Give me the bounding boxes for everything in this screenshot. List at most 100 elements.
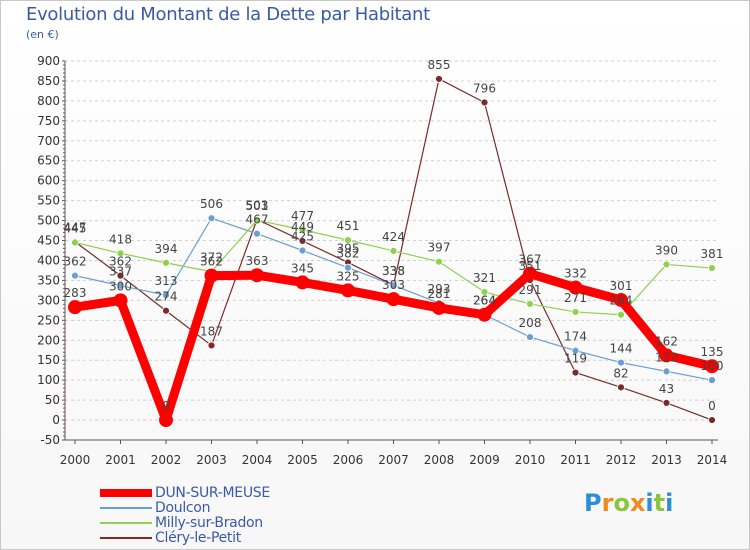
data-label: 332 bbox=[564, 267, 587, 281]
data-point bbox=[253, 216, 261, 225]
data-point bbox=[389, 246, 398, 255]
x-tick-label: 2006 bbox=[333, 453, 364, 467]
data-point bbox=[662, 398, 671, 407]
x-tick-label: 2012 bbox=[606, 453, 637, 467]
y-tick-label: 100 bbox=[37, 373, 60, 387]
data-label: 293 bbox=[428, 282, 451, 296]
data-label: 162 bbox=[655, 334, 678, 348]
data-point bbox=[344, 236, 352, 245]
y-tick-label: 500 bbox=[37, 214, 60, 228]
data-label: 337 bbox=[109, 265, 132, 279]
data-label: 100 bbox=[701, 359, 724, 373]
data-label: 362 bbox=[64, 255, 87, 269]
data-point bbox=[341, 283, 355, 298]
data-point bbox=[207, 214, 216, 223]
x-tick-label: 2001 bbox=[105, 453, 136, 467]
data-label: 449 bbox=[291, 220, 314, 234]
data-point bbox=[617, 310, 625, 319]
legend-swatch bbox=[100, 522, 152, 524]
data-label: 382 bbox=[337, 247, 360, 261]
chart-subtitle: (en €) bbox=[26, 28, 59, 41]
data-label: 187 bbox=[200, 324, 223, 338]
y-tick-label: 300 bbox=[37, 293, 60, 307]
y-tick-label: 750 bbox=[37, 114, 60, 128]
x-tick-label: 2002 bbox=[151, 453, 182, 467]
y-tick-label: 800 bbox=[37, 94, 60, 108]
data-point bbox=[708, 264, 716, 272]
data-label: 291 bbox=[519, 283, 542, 297]
data-point bbox=[435, 257, 443, 266]
data-label: 372 bbox=[200, 251, 223, 265]
data-label: 174 bbox=[564, 330, 587, 344]
data-point bbox=[480, 98, 489, 107]
data-label: 451 bbox=[337, 219, 360, 233]
legend-swatch bbox=[100, 537, 152, 539]
data-label: 362 bbox=[109, 255, 132, 269]
data-label: 338 bbox=[382, 264, 405, 278]
data-point bbox=[113, 293, 128, 308]
x-tick-label: 2010 bbox=[515, 453, 546, 467]
x-tick-label: 2004 bbox=[242, 453, 273, 467]
data-point bbox=[207, 341, 216, 350]
data-point bbox=[68, 300, 82, 315]
y-tick-label: 250 bbox=[37, 313, 60, 327]
data-label: 208 bbox=[519, 316, 542, 330]
data-label: 325 bbox=[337, 269, 360, 283]
data-point bbox=[250, 268, 264, 283]
data-point bbox=[204, 268, 219, 283]
data-point bbox=[116, 281, 125, 290]
data-label: 796 bbox=[473, 81, 496, 95]
legend-label: Doulcon bbox=[155, 500, 211, 516]
data-point bbox=[477, 307, 492, 322]
data-point bbox=[162, 306, 170, 315]
data-point bbox=[253, 229, 261, 238]
logo-letter: t bbox=[653, 489, 666, 517]
data-point bbox=[386, 292, 401, 307]
legend-swatch bbox=[100, 507, 152, 509]
data-point bbox=[571, 368, 580, 377]
data-label: 283 bbox=[64, 286, 87, 300]
data-point bbox=[523, 266, 537, 281]
data-point bbox=[298, 225, 307, 234]
data-label: 445 bbox=[64, 222, 87, 236]
y-tick-label: 450 bbox=[37, 234, 60, 248]
data-label: 477 bbox=[291, 209, 314, 223]
data-point bbox=[159, 413, 173, 428]
logo-letter: o bbox=[613, 489, 630, 517]
data-label: 345 bbox=[291, 261, 314, 275]
data-label: 82 bbox=[613, 366, 628, 380]
data-label: 264 bbox=[473, 294, 496, 308]
x-tick-label: 2011 bbox=[560, 453, 591, 467]
data-point bbox=[708, 416, 716, 424]
data-label: 313 bbox=[155, 274, 178, 288]
y-tick-label: 0 bbox=[52, 413, 60, 427]
y-tick-label: 700 bbox=[37, 134, 60, 148]
legend-label: Cléry-le-Petit bbox=[155, 530, 241, 546]
data-point bbox=[614, 292, 628, 307]
data-point bbox=[298, 246, 307, 255]
data-label: 395 bbox=[337, 241, 360, 255]
data-label: 447 bbox=[64, 221, 87, 235]
data-point bbox=[435, 75, 443, 83]
data-point bbox=[389, 281, 398, 290]
data-point bbox=[617, 358, 625, 367]
logo-letter: i bbox=[645, 489, 654, 517]
y-tick-label: 400 bbox=[37, 253, 60, 267]
data-point bbox=[571, 346, 580, 355]
data-label: 135 bbox=[701, 345, 724, 359]
data-label: 321 bbox=[473, 271, 496, 285]
y-tick-label: 200 bbox=[37, 333, 60, 347]
legend-swatch bbox=[100, 489, 152, 497]
data-label: 264 bbox=[610, 294, 633, 308]
legend-label: Milly-sur-Bradon bbox=[155, 515, 263, 531]
data-point bbox=[71, 271, 79, 280]
x-tick-label: 2013 bbox=[651, 453, 682, 467]
y-tick-label: 650 bbox=[37, 154, 60, 168]
data-label: 367 bbox=[519, 253, 542, 267]
data-point bbox=[617, 383, 625, 392]
data-label: 467 bbox=[246, 213, 269, 227]
logo-letter: i bbox=[665, 489, 674, 517]
data-point bbox=[662, 260, 671, 269]
data-label: 855 bbox=[428, 58, 451, 72]
